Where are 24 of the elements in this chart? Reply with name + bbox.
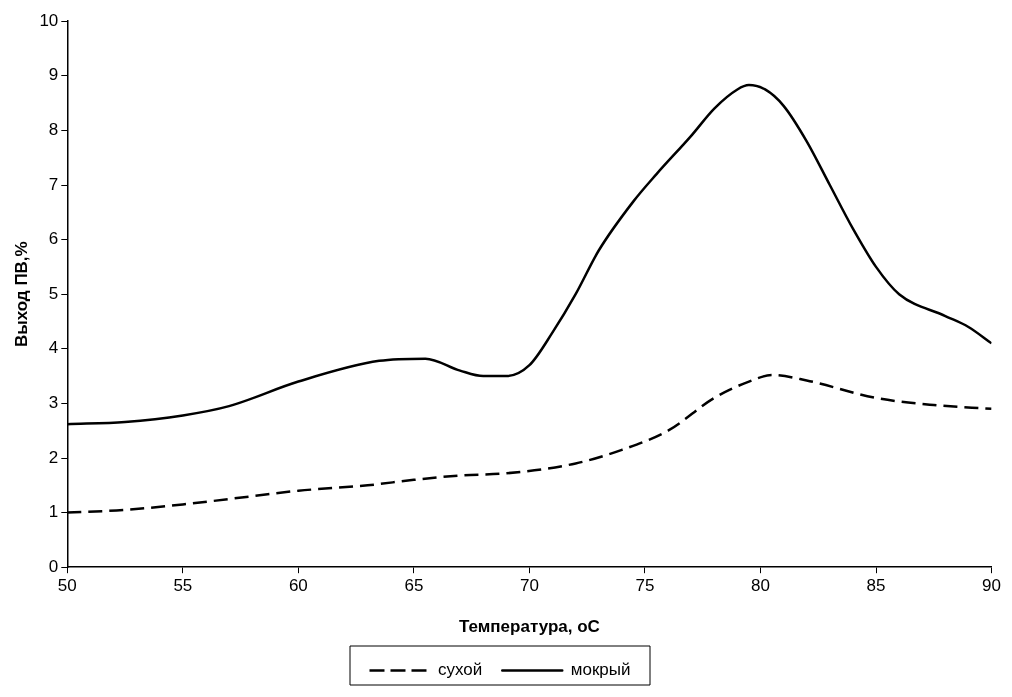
y-tick-label: 5 [48, 283, 59, 303]
x-tick-label: 85 [866, 576, 886, 596]
y-tick-label: 1 [48, 502, 59, 522]
x-tick-label: 75 [635, 576, 655, 596]
y-tick-label: 8 [48, 120, 59, 140]
y-tick-label: 2 [48, 447, 59, 467]
y-tick-label: 7 [48, 174, 59, 194]
x-tick-label: 60 [288, 576, 308, 596]
x-tick-label: 50 [57, 576, 77, 596]
y-tick-label: 3 [48, 393, 59, 413]
x-tick-label: 55 [173, 576, 193, 596]
y-tick-label: 10 [39, 10, 59, 30]
x-tick-label: 65 [404, 576, 424, 596]
x-tick-label: 80 [751, 576, 770, 596]
y-tick-label: 0 [48, 556, 59, 576]
legend-label: мокрый [570, 660, 631, 680]
y-tick-label: 4 [48, 338, 59, 358]
y-axis-title: Выход ПВ,% [11, 241, 31, 348]
legend-label: сухой [438, 660, 483, 680]
x-tick-label: 90 [982, 576, 1002, 596]
y-tick-label: 9 [48, 65, 59, 85]
x-tick-label: 70 [519, 576, 539, 596]
y-tick-label: 6 [48, 229, 59, 249]
x-axis-title: Температура, оС [459, 617, 600, 637]
